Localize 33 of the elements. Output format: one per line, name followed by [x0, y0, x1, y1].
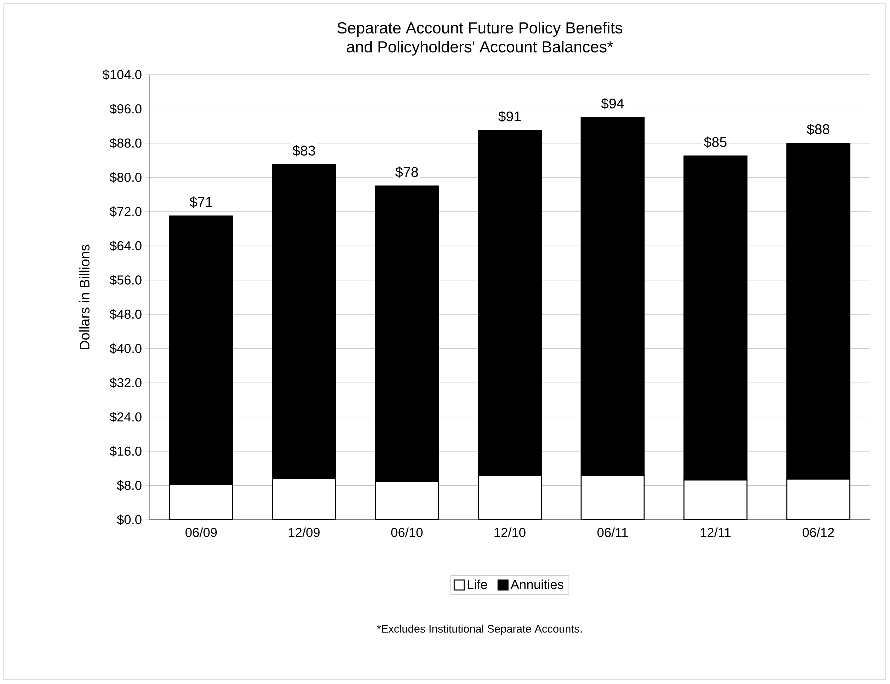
y-tick-label: $8.0 [117, 480, 142, 491]
x-tick-label: 06/10 [391, 528, 423, 538]
y-tick-label: $48.0 [110, 309, 142, 320]
total-label: $83 [292, 145, 316, 157]
y-tick-label: $56.0 [110, 275, 142, 286]
y-tick-label: $24.0 [110, 412, 142, 423]
total-label: $91 [498, 111, 521, 122]
y-tick-label: $16.0 [110, 446, 142, 457]
x-tick-label: 12/09 [289, 528, 320, 538]
y-axis-title: Dollars in Billions [80, 244, 90, 350]
total-label: $85 [704, 136, 727, 148]
x-tick-label: 06/09 [186, 528, 218, 538]
y-tick-label: $32.0 [110, 378, 142, 388]
total-label: $71 [190, 196, 212, 208]
x-tick-label: 12/10 [494, 528, 526, 538]
y-tick-label: $96.0 [110, 104, 142, 114]
total-label: $78 [396, 166, 418, 178]
y-tick-label: $40.0 [110, 344, 142, 354]
legend-label: Annuities [510, 580, 564, 590]
y-tick-label: $72.0 [110, 206, 142, 218]
x-tick-label: 06/12 [802, 528, 834, 538]
total-label: $94 [601, 98, 624, 110]
x-tick-label: 12/11 [700, 528, 731, 538]
y-tick-label: $80.0 [110, 172, 142, 183]
y-tick-label: $104.0 [102, 70, 142, 80]
y-tick-label: $0.0 [117, 514, 142, 526]
total-label: $88 [807, 124, 830, 136]
chart-title: Separate Account Future Policy Benefits and Policyholders' Account Balances* [338, 22, 622, 56]
text: *Excludes Institutional Separate Accounts. [377, 624, 582, 636]
x-tick-label: 06/11 [598, 528, 628, 538]
legend-label: Life [468, 580, 488, 590]
y-tick-label: $88.0 [110, 138, 142, 149]
y-tick-label: $64.0 [110, 240, 142, 252]
